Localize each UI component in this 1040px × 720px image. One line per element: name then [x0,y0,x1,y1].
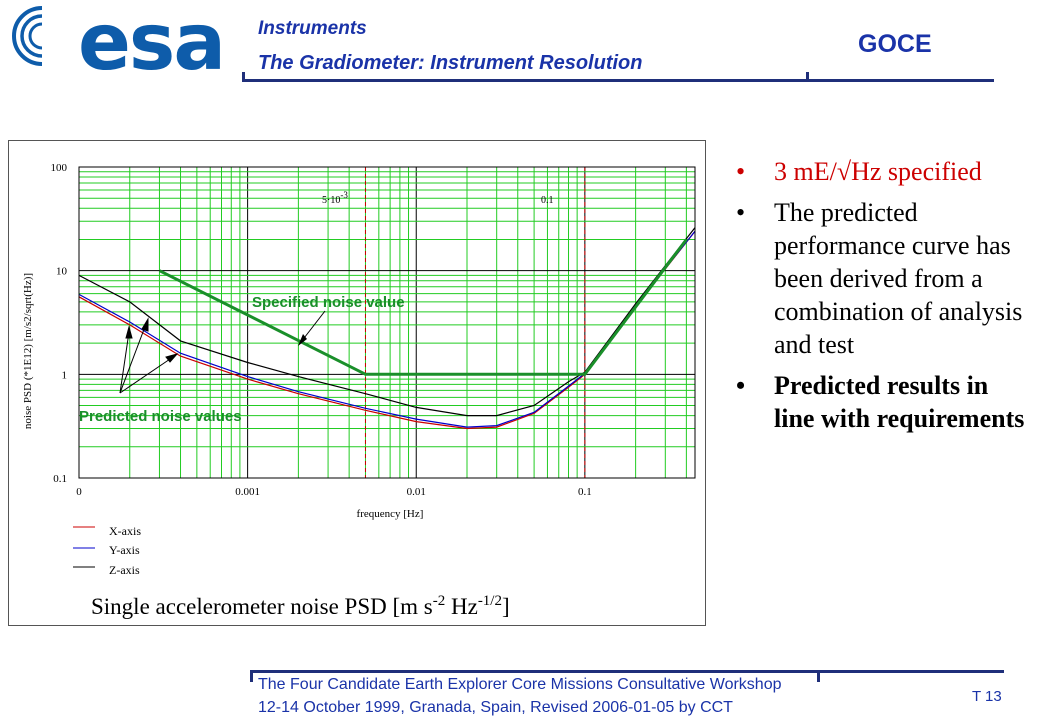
annotation-predicted-arrows [119,317,179,394]
bullet-item: • The predicted performance curve has be… [736,196,1026,361]
annotation-predicted-noise: Predicted noise values [79,408,242,425]
marker-label-low-base: 5·10 [322,195,340,206]
chart-title-end: ] [502,594,510,619]
chart-grid [78,166,695,479]
chart-title-mid: Hz [445,594,478,619]
x-axis-label: frequency [Hz] [357,508,424,520]
legend-label-y: Y-axis [109,543,140,557]
legend-label-x: X-axis [109,524,141,538]
esa-globe-icon [12,6,78,66]
chart-title-exp1: -2 [433,593,446,609]
mission-name: GOCE [858,30,932,58]
bullet-list: • 3 mE/√Hz specified • The predicted per… [736,155,1026,443]
y-tick-label: 100 [51,162,68,174]
bullet-dot: • [736,371,746,400]
slide-number: T 13 [972,688,1002,705]
plot-frame [78,166,696,479]
bullet-item: • 3 mE/√Hz specified [736,155,1026,188]
plot-area [79,167,695,478]
chart-figure: 0 0.001 0.01 0.1 100 10 1 0.1 noise PSD (*1E12)… [8,140,706,626]
marker-label-high: 0.1 [541,195,554,206]
bullet-text: 3 mE/√Hz specified [774,157,982,186]
series-specified-noise [158,238,688,376]
annotation-specified-arrowhead [298,334,307,346]
series-x-axis [78,230,696,430]
chart-title-main: Single accelerometer noise PSD [m s [91,594,433,619]
header-rule [242,79,994,82]
chart-series [78,227,696,430]
x-tick-label: 0.001 [235,486,260,498]
marker-label-low: 5·10-3 [322,190,348,206]
bullet-item: • Predicted results in line with require… [736,369,1026,435]
chart-axes: 0 0.001 0.01 0.1 100 10 1 0.1 [51,162,696,498]
y-tick-label: 10 [56,266,68,278]
y-axis-label: noise PSD (*1E12) [m/s2/sqrt(Hz)] [22,273,34,429]
footer-date: 12-14 October 1999, Granada, Spain, Revi… [258,699,733,716]
bullet-text: Predicted results in line with requireme… [774,371,1025,433]
header-rule-tick-mid [806,72,809,82]
annotation-specified-noise: Specified noise value [252,294,405,311]
frequency-markers [364,167,586,478]
section-label: Instruments [258,18,367,39]
chart-legend: X-axis Y-axis Z-axis [73,524,141,577]
y-tick-label: 0.1 [53,473,67,485]
x-tick-label: 0.1 [578,486,592,498]
bullet-text: The predicted performance curve has been… [774,198,1023,359]
footer-rule [250,670,1004,673]
x-tick-label: 0.01 [407,486,426,498]
esa-logo-text: esa [78,0,226,88]
footer-rule-tick-mid [817,670,820,682]
bullet-dot: • [736,198,746,227]
noise-psd-chart: 0 0.001 0.01 0.1 100 10 1 0.1 noise PSD (*1E12)… [22,162,696,619]
footer-workshop: The Four Candidate Earth Explorer Core M… [258,676,782,693]
y-tick-label: 1 [62,369,68,381]
chart-title: Single accelerometer noise PSD [m s-2 Hz… [91,593,510,619]
header-rule-tick-left [242,72,245,82]
legend-label-z: Z-axis [109,563,140,577]
page-title: The Gradiometer: Instrument Resolution [258,52,643,74]
marker-label-low-exp: -3 [340,190,348,200]
chart-title-exp2: -1/2 [478,593,502,609]
x-tick-label: 0 [76,486,82,498]
footer-rule-tick-left [250,670,253,682]
bullet-dot: • [736,157,746,186]
